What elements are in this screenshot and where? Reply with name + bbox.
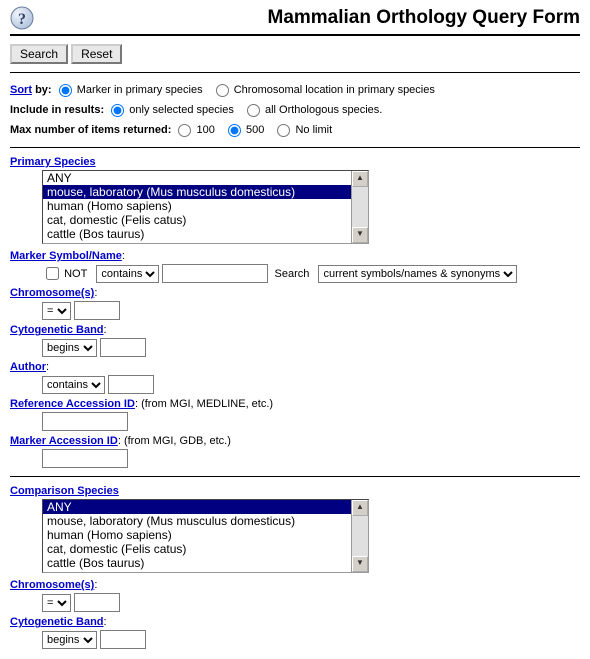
list-item[interactable]: human (Homo sapiens): [43, 199, 368, 213]
include-selected-radio[interactable]: [111, 104, 124, 117]
cytoband-link[interactable]: Cytogenetic Band: [10, 324, 104, 336]
sort-by-label: by:: [35, 84, 52, 96]
scroll-down-icon[interactable]: ▼: [352, 227, 368, 243]
divider: [10, 476, 580, 477]
search-scope-label: Search: [275, 268, 310, 280]
page-title: Mammalian Orthology Query Form: [268, 7, 581, 29]
divider: [10, 34, 580, 36]
sort-opt1-label: Marker in primary species: [77, 84, 203, 96]
list-item[interactable]: human (Homo sapiens): [43, 528, 368, 542]
scroll-down-icon[interactable]: ▼: [352, 556, 368, 572]
list-item[interactable]: ANY: [43, 171, 368, 185]
list-item[interactable]: cat, domestic (Felis catus): [43, 213, 368, 227]
author-input[interactable]: [108, 375, 154, 394]
cyto2-input[interactable]: [100, 630, 146, 649]
scroll-up-icon[interactable]: ▲: [352, 171, 368, 187]
primary-species-listbox[interactable]: ANYmouse, laboratory (Mus musculus domes…: [42, 170, 369, 244]
list-item[interactable]: cattle (Bos taurus): [43, 556, 368, 570]
list-item[interactable]: mouse, laboratory (Mus musculus domestic…: [43, 514, 368, 528]
svg-text:?: ?: [18, 11, 26, 28]
sort-marker-radio[interactable]: [59, 84, 72, 97]
comparison-species-listbox[interactable]: ANYmouse, laboratory (Mus musculus domes…: [42, 499, 369, 573]
search-button[interactable]: Search: [10, 44, 68, 64]
max-label: Max number of items returned:: [10, 124, 171, 136]
sort-opt2-label: Chromosomal location in primary species: [234, 84, 435, 96]
max-100-radio[interactable]: [178, 124, 191, 137]
ref-acc-input[interactable]: [42, 412, 128, 431]
max-nolimit-radio[interactable]: [277, 124, 290, 137]
help-icon[interactable]: ?: [10, 6, 34, 30]
chromosome-link[interactable]: Chromosome(s): [10, 287, 94, 299]
divider: [10, 72, 580, 73]
list-item[interactable]: cattle (Bos taurus): [43, 227, 368, 241]
include-opt2-label: all Orthologous species.: [265, 104, 382, 116]
include-opt1-label: only selected species: [129, 104, 234, 116]
list-item[interactable]: mouse, laboratory (Mus musculus domestic…: [43, 185, 368, 199]
scrollbar[interactable]: ▲ ▼: [351, 171, 368, 243]
list-item[interactable]: cat, domestic (Felis catus): [43, 542, 368, 556]
marker-symbol-input[interactable]: [162, 264, 268, 283]
reset-button[interactable]: Reset: [71, 44, 122, 64]
scroll-up-icon[interactable]: ▲: [352, 500, 368, 516]
cyto-op-select[interactable]: begins: [42, 339, 97, 357]
cyto2-op-select[interactable]: begins: [42, 631, 97, 649]
not-checkbox[interactable]: [46, 267, 59, 280]
marker-acc-hint: (from MGI, GDB, etc.): [124, 435, 231, 447]
marker-symbol-link[interactable]: Marker Symbol/Name: [10, 250, 122, 262]
max-opt1-label: 100: [196, 124, 214, 136]
marker-op-select[interactable]: contains: [96, 265, 159, 283]
search-scope-select[interactable]: current symbols/names & synonyms: [318, 265, 517, 283]
sort-link[interactable]: Sort: [10, 84, 32, 96]
chrom-op-select[interactable]: =: [42, 302, 71, 320]
chromosome2-link[interactable]: Chromosome(s): [10, 579, 94, 591]
scrollbar[interactable]: ▲ ▼: [351, 500, 368, 572]
sort-location-radio[interactable]: [216, 84, 229, 97]
max-opt3-label: No limit: [295, 124, 332, 136]
chrom2-op-select[interactable]: =: [42, 594, 71, 612]
not-label: NOT: [64, 268, 87, 280]
primary-species-link[interactable]: Primary Species: [10, 156, 96, 168]
divider: [10, 147, 580, 148]
author-op-select[interactable]: contains: [42, 376, 105, 394]
marker-acc-link[interactable]: Marker Accession ID: [10, 435, 118, 447]
cyto-input[interactable]: [100, 338, 146, 357]
chrom-input[interactable]: [74, 301, 120, 320]
chrom2-input[interactable]: [74, 593, 120, 612]
ref-acc-link[interactable]: Reference Accession ID: [10, 398, 135, 410]
author-link[interactable]: Author: [10, 361, 46, 373]
include-label: Include in results:: [10, 104, 104, 116]
comparison-species-link[interactable]: Comparison Species: [10, 485, 119, 497]
cytoband2-link[interactable]: Cytogenetic Band: [10, 616, 104, 628]
ref-acc-hint: (from MGI, MEDLINE, etc.): [141, 398, 273, 410]
max-500-radio[interactable]: [228, 124, 241, 137]
max-opt2-label: 500: [246, 124, 264, 136]
marker-acc-input[interactable]: [42, 449, 128, 468]
list-item[interactable]: ANY: [43, 500, 368, 514]
include-all-radio[interactable]: [247, 104, 260, 117]
